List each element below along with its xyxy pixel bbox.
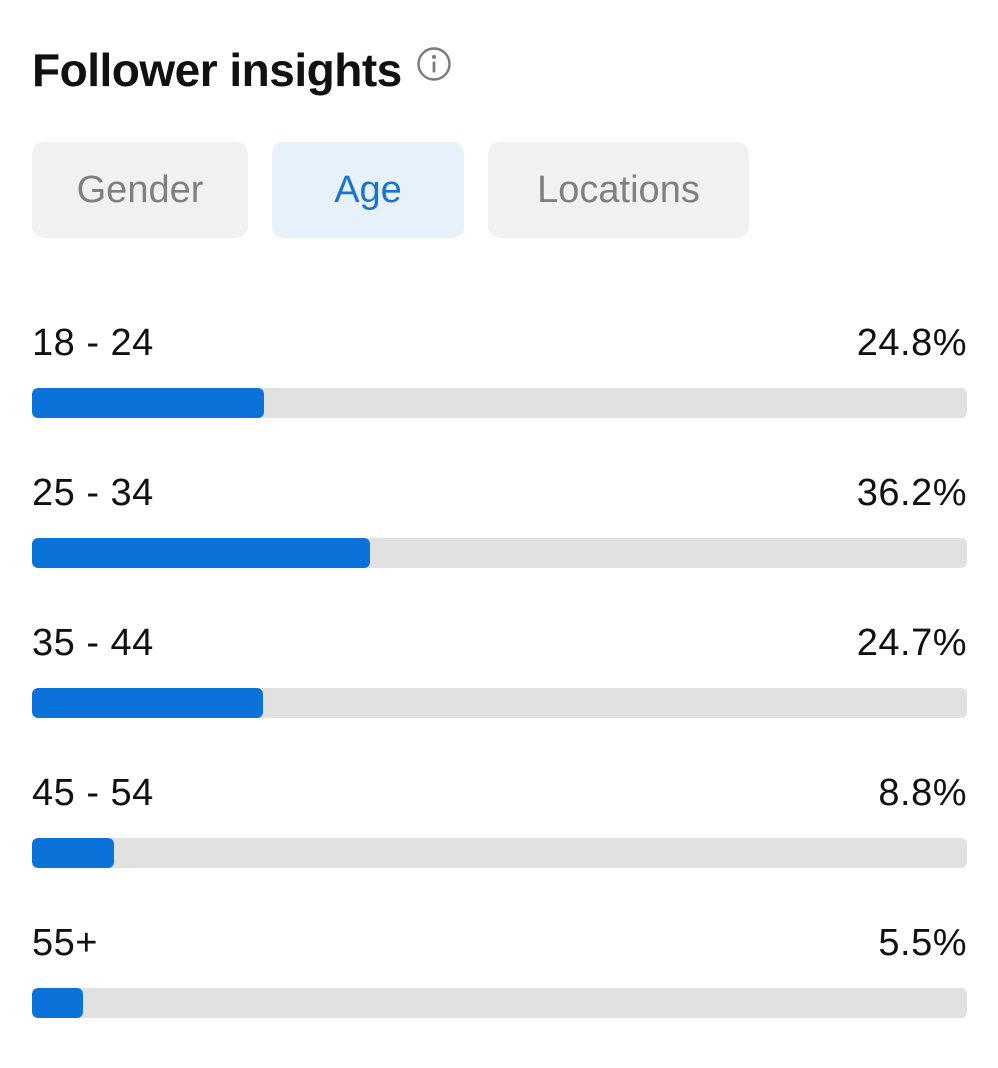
- age-range-label: 55+: [32, 922, 98, 964]
- progress-track: [32, 988, 967, 1018]
- progress-track: [32, 688, 967, 718]
- insight-tabs: Gender Age Locations: [32, 142, 749, 238]
- section-title: Follower insights: [32, 44, 402, 96]
- tab-locations[interactable]: Locations: [488, 142, 749, 238]
- progress-fill: [32, 838, 115, 868]
- progress-fill: [32, 688, 263, 718]
- age-row-35-44: 35 - 44 24.7%: [32, 618, 967, 768]
- age-range-label: 35 - 44: [32, 622, 154, 664]
- info-icon[interactable]: [416, 46, 452, 82]
- age-range-label: 45 - 54: [32, 772, 154, 814]
- progress-track: [32, 838, 967, 868]
- progress-fill: [32, 988, 84, 1018]
- section-header: Follower insights: [32, 38, 452, 102]
- age-row-18-24: 18 - 24 24.8%: [32, 318, 967, 468]
- age-percentage: 24.7%: [856, 622, 967, 664]
- tab-gender[interactable]: Gender: [32, 142, 248, 238]
- age-range-label: 25 - 34: [32, 472, 154, 514]
- tab-age[interactable]: Age: [272, 142, 464, 238]
- age-percentage: 24.8%: [856, 322, 967, 364]
- progress-fill: [32, 538, 371, 568]
- age-percentage: 8.8%: [878, 772, 967, 814]
- age-distribution-list: 18 - 24 24.8% 25 - 34 36.2% 35 - 44 24.7…: [32, 318, 967, 1068]
- age-range-label: 18 - 24: [32, 322, 154, 364]
- age-percentage: 36.2%: [856, 472, 967, 514]
- progress-track: [32, 388, 967, 418]
- age-row-25-34: 25 - 34 36.2%: [32, 468, 967, 618]
- age-row-45-54: 45 - 54 8.8%: [32, 768, 967, 918]
- progress-track: [32, 538, 967, 568]
- age-percentage: 5.5%: [878, 922, 967, 964]
- progress-fill: [32, 388, 264, 418]
- age-row-55-plus: 55+ 5.5%: [32, 918, 967, 1068]
